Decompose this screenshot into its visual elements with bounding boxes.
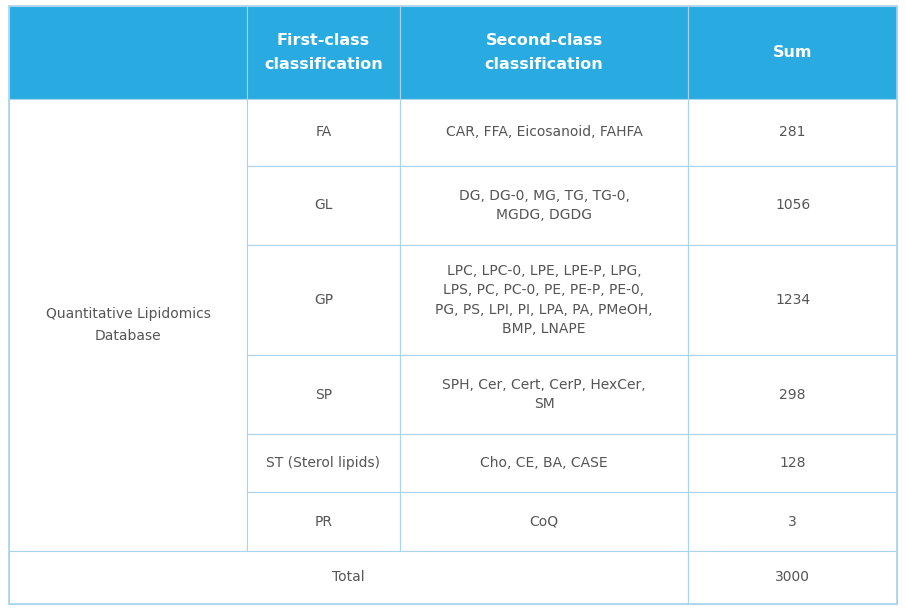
Text: Second-class
classification: Second-class classification <box>485 32 603 72</box>
Bar <box>9 6 247 99</box>
Text: Quantitative Lipidomics
Database: Quantitative Lipidomics Database <box>45 307 210 343</box>
Bar <box>400 434 689 492</box>
Bar <box>400 245 689 355</box>
Text: 128: 128 <box>779 456 805 470</box>
Bar <box>9 551 689 604</box>
Bar <box>247 166 400 245</box>
Bar <box>689 245 897 355</box>
Bar <box>247 492 400 551</box>
Bar <box>247 6 400 99</box>
Text: Total: Total <box>333 570 365 584</box>
Bar <box>689 99 897 166</box>
Text: SP: SP <box>314 387 332 401</box>
Text: 1234: 1234 <box>775 293 810 307</box>
Bar <box>400 6 689 99</box>
Text: CAR, FFA, Eicosanoid, FAHFA: CAR, FFA, Eicosanoid, FAHFA <box>446 125 642 139</box>
Text: 298: 298 <box>779 387 805 401</box>
Bar <box>400 166 689 245</box>
Bar <box>400 492 689 551</box>
Text: First-class
classification: First-class classification <box>264 32 382 72</box>
Text: 3: 3 <box>788 515 797 529</box>
Text: LPC, LPC-0, LPE, LPE-P, LPG,
LPS, PC, PC-0, PE, PE-P, PE-0,
PG, PS, LPI, PI, LPA: LPC, LPC-0, LPE, LPE-P, LPG, LPS, PC, PC… <box>435 264 652 336</box>
Text: Cho, CE, BA, CASE: Cho, CE, BA, CASE <box>480 456 608 470</box>
Text: DG, DG-0, MG, TG, TG-0,
MGDG, DGDG: DG, DG-0, MG, TG, TG-0, MGDG, DGDG <box>458 188 630 222</box>
Text: 1056: 1056 <box>775 198 810 212</box>
Text: ST (Sterol lipids): ST (Sterol lipids) <box>266 456 381 470</box>
Text: FA: FA <box>315 125 332 139</box>
Text: GP: GP <box>313 293 333 307</box>
Bar <box>247 99 400 166</box>
Bar <box>9 99 247 551</box>
Text: 3000: 3000 <box>776 570 810 584</box>
Text: GL: GL <box>314 198 333 212</box>
Bar <box>689 551 897 604</box>
Text: Sum: Sum <box>773 45 813 60</box>
Bar <box>400 355 689 434</box>
Bar <box>247 245 400 355</box>
Bar <box>689 492 897 551</box>
Bar <box>689 6 897 99</box>
Bar <box>689 355 897 434</box>
Text: 281: 281 <box>779 125 805 139</box>
Bar <box>247 434 400 492</box>
Bar <box>400 99 689 166</box>
Bar <box>689 166 897 245</box>
Bar <box>247 355 400 434</box>
Text: SPH, Cer, Cert, CerP, HexCer,
SM: SPH, Cer, Cert, CerP, HexCer, SM <box>442 378 646 411</box>
Text: CoQ: CoQ <box>529 515 559 529</box>
Text: PR: PR <box>314 515 333 529</box>
Bar <box>689 434 897 492</box>
